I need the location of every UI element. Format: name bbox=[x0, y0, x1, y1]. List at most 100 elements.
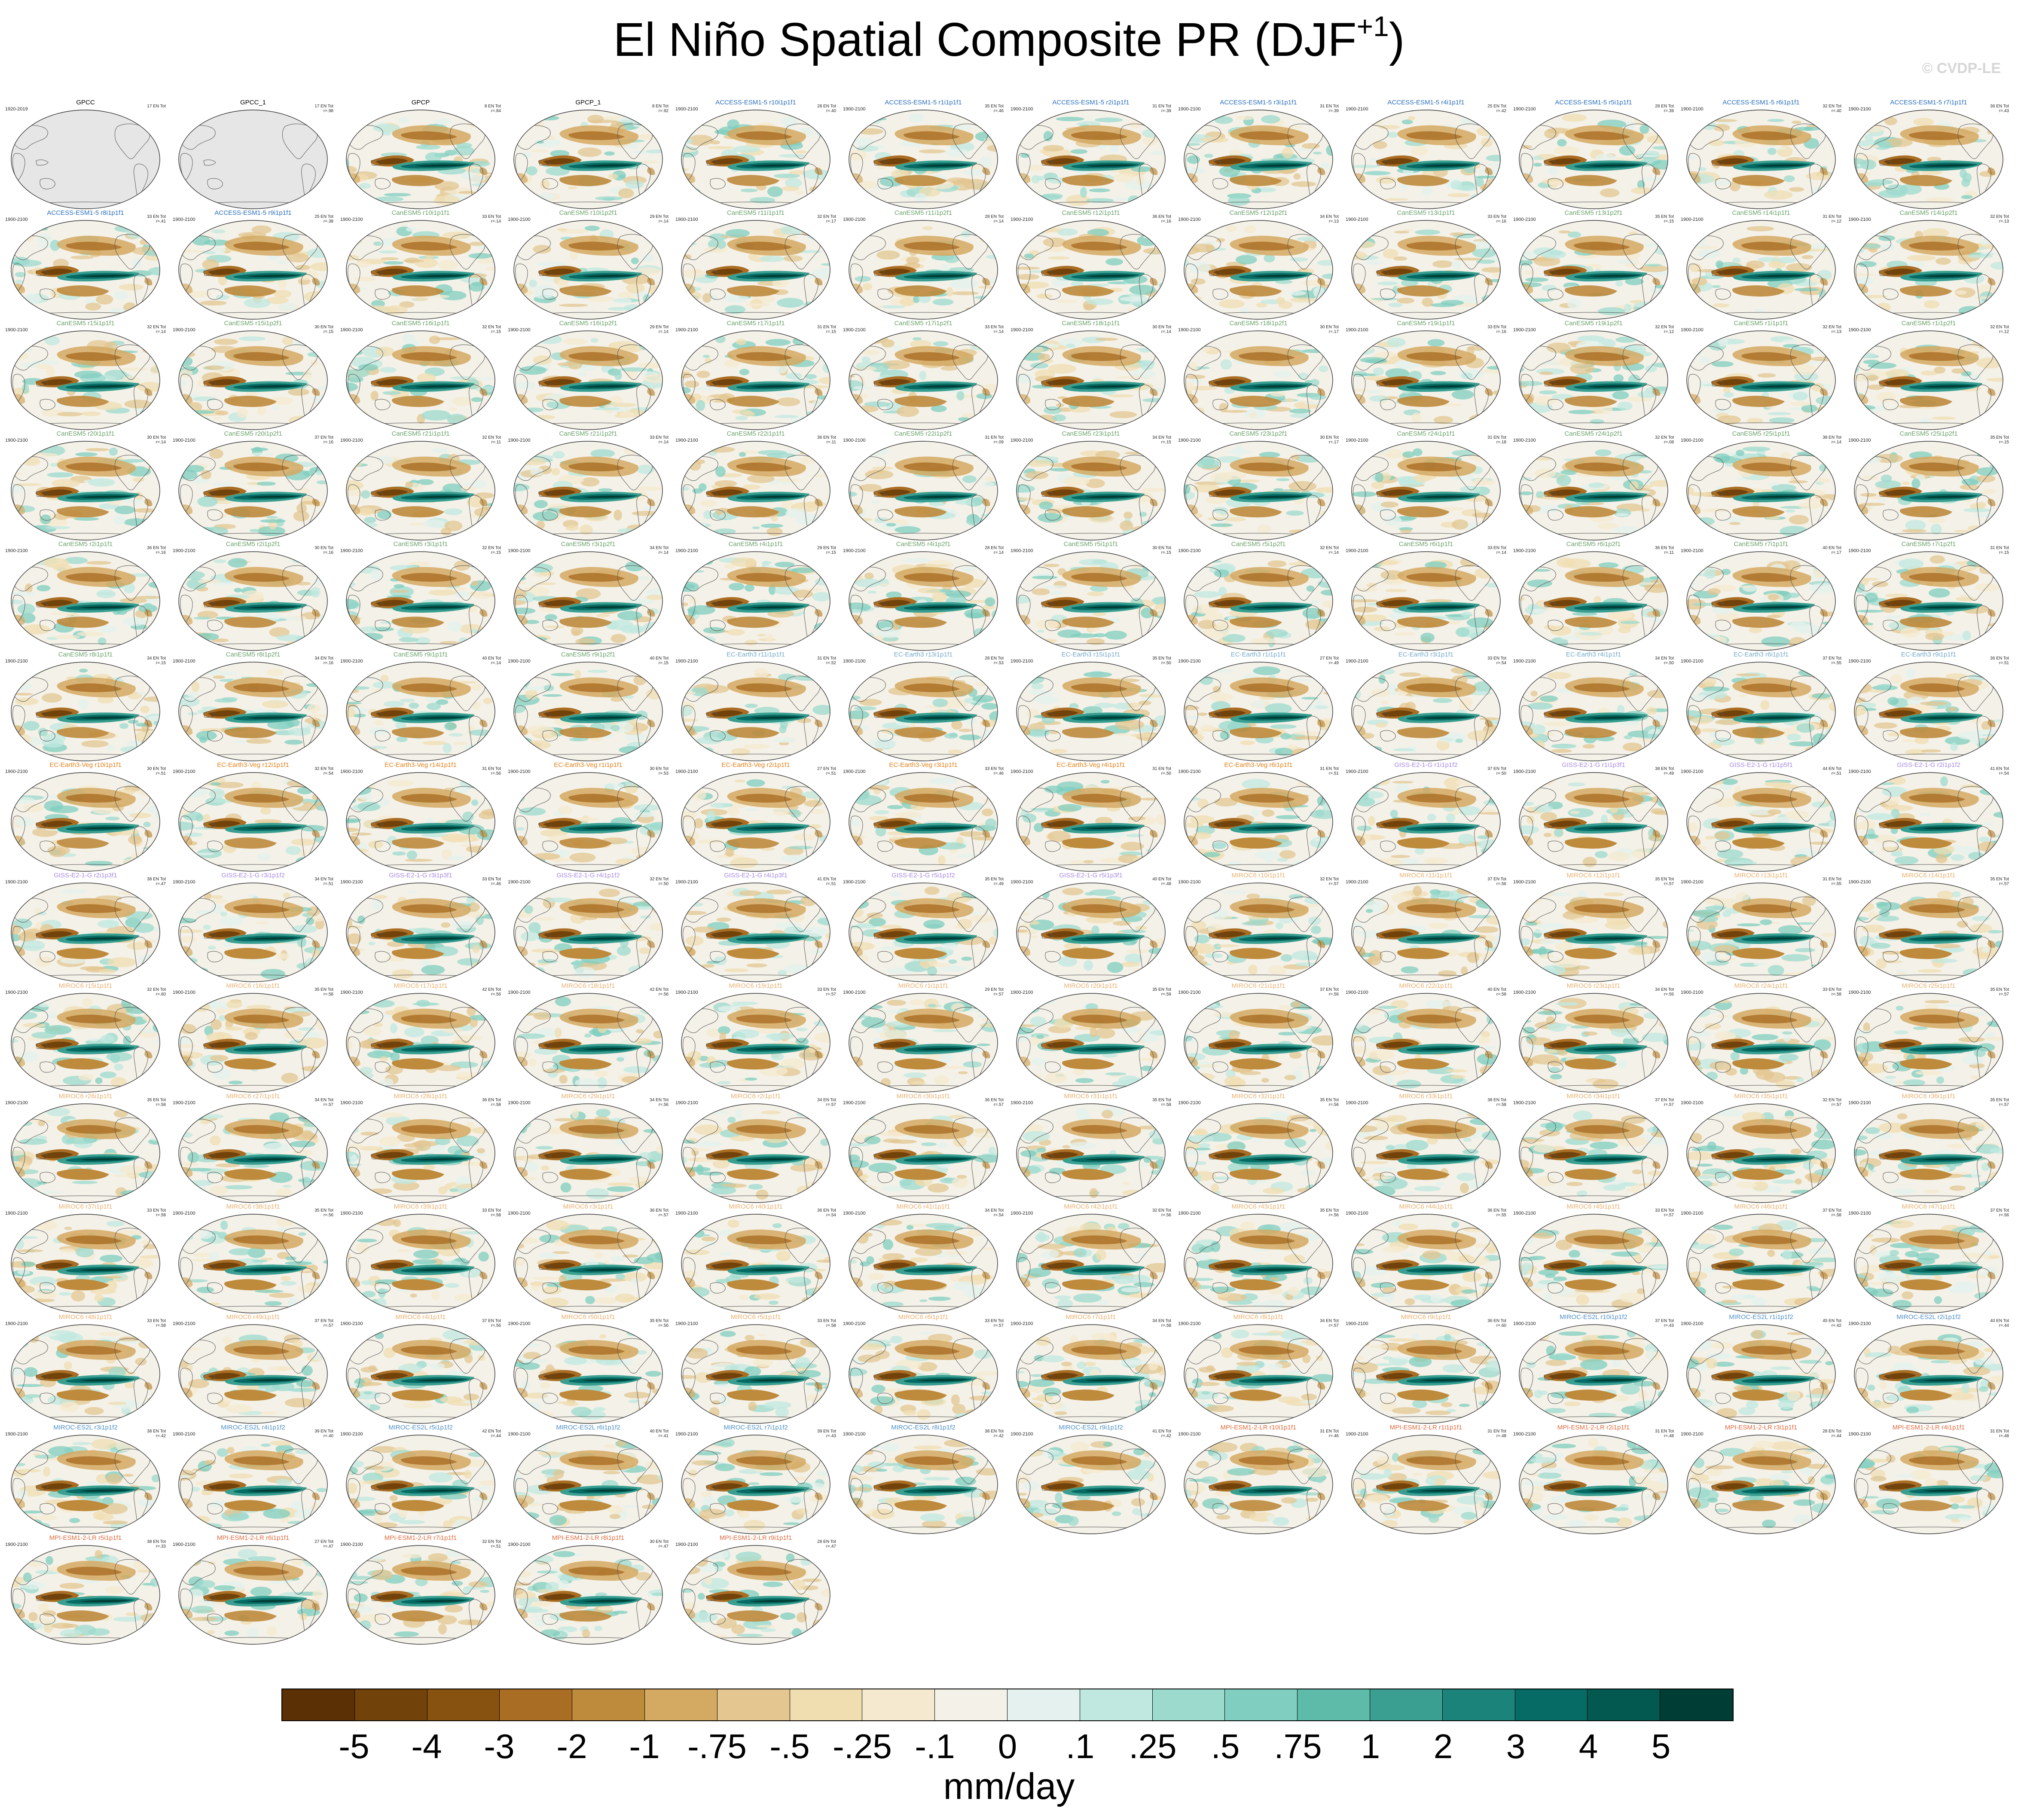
map-panel: CanESM5 r3i1p1f1 1900-2100 32 EN Tot r=.15 bbox=[340, 541, 501, 653]
panel-title: MIROC6 r16i1p1f1 bbox=[226, 982, 280, 989]
composite-map bbox=[513, 1214, 663, 1313]
panel-title: CanESM5 r6i1p2f1 bbox=[1566, 541, 1621, 548]
panel-event-count: 32 EN Tot bbox=[147, 987, 166, 992]
panel-stats: 36 EN Tot r=.51 bbox=[1981, 656, 2009, 666]
panel-years: 1900-2100 bbox=[843, 438, 866, 443]
panel-event-count: 28 EN Tot bbox=[985, 546, 1004, 550]
composite-map bbox=[1686, 1435, 1836, 1534]
panel-years: 1900-2100 bbox=[508, 548, 531, 553]
panel-years: 1900-2100 bbox=[1346, 769, 1368, 774]
composite-map bbox=[1184, 883, 1333, 982]
map-panel: CanESM5 r7i1p2f1 1900-2100 31 EN Tot r=.15 bbox=[1848, 541, 2009, 653]
panel-years: 1900-2100 bbox=[675, 217, 698, 222]
panel-years: 1900-2100 bbox=[1513, 438, 1536, 443]
colorbar-tick-label: .1 bbox=[1065, 1727, 1095, 1765]
panel-event-count: 32 EN Tot bbox=[1990, 214, 2009, 219]
panel-title: CanESM5 r22i1p2f1 bbox=[894, 430, 953, 437]
panel-event-count: 35 EN Tot bbox=[1990, 877, 2009, 882]
panel-pattern-correlation: r=.56 bbox=[323, 1213, 333, 1218]
panel-stats: 34 EN Tot r=.51 bbox=[306, 877, 333, 886]
map-panel: GPCC 1920-2019 17 EN Tot bbox=[5, 99, 166, 211]
composite-map bbox=[513, 1435, 663, 1534]
composite-map bbox=[11, 220, 160, 320]
panel-stats: 36 EN Tot r=.60 bbox=[1479, 1319, 1506, 1328]
panel-years: 1900-2100 bbox=[1178, 327, 1201, 333]
map-panel: CanESM5 r4i1p2f1 1900-2100 28 EN Tot r=.14 bbox=[843, 541, 1004, 653]
composite-map bbox=[11, 110, 160, 209]
panel-event-count: 37 EN Tot bbox=[1655, 1319, 1674, 1323]
panel-stats: 41 EN Tot r=.51 bbox=[809, 877, 836, 886]
panel-stats: 38 EN Tot r=.33 bbox=[138, 1539, 166, 1549]
panel-stats: 17 EN Tot bbox=[138, 104, 166, 109]
panel-stats: 33 EN Tot r=.58 bbox=[809, 1319, 836, 1328]
map-panel: MIROC6 r34i1p1f1 1900-2100 37 EN Tot r=.57 bbox=[1513, 1093, 1674, 1205]
panel-event-count: 31 EN Tot bbox=[1152, 104, 1171, 109]
composite-map bbox=[1016, 551, 1166, 651]
panel-years: 1900-2100 bbox=[508, 1542, 531, 1547]
colorbar-tick-label: -1 bbox=[629, 1727, 660, 1765]
figure-title: El Niño Spatial Composite PR (DJF+1) bbox=[0, 12, 2018, 68]
panel-stats: 35 EN Tot r=.57 bbox=[1981, 1098, 2009, 1107]
panel-years: 1900-2100 bbox=[1346, 659, 1368, 664]
panel-title: CanESM5 r24i1p1f1 bbox=[1397, 430, 1455, 437]
panel-pattern-correlation: r=.57 bbox=[323, 1102, 333, 1107]
panel-title: MIROC6 r37i1p1f1 bbox=[58, 1203, 113, 1210]
composite-map bbox=[1184, 1103, 1333, 1203]
colorbar-swatch bbox=[1152, 1689, 1225, 1720]
panel-stats: 35 EN Tot r=.56 bbox=[306, 1208, 333, 1218]
panel-event-count: 36 EN Tot bbox=[817, 435, 836, 440]
panel-event-count: 36 EN Tot bbox=[1487, 1208, 1506, 1213]
panel-pattern-correlation: r=.16 bbox=[1496, 219, 1506, 224]
panel-title: MIROC-ES2L r3i1p1f2 bbox=[53, 1424, 118, 1431]
panel-years: 1900-2100 bbox=[1011, 1100, 1033, 1105]
panel-event-count: 29 EN Tot bbox=[650, 325, 669, 330]
panel-years: 1900-2100 bbox=[675, 327, 698, 333]
panel-event-count: 25 EN Tot bbox=[314, 214, 333, 219]
panel-stats: 32 EN Tot r=.08 bbox=[1646, 435, 1674, 445]
composite-map bbox=[11, 1435, 160, 1534]
colorbar-swatch bbox=[1660, 1689, 1733, 1720]
panel-pattern-correlation: r=.57 bbox=[1831, 1102, 1841, 1107]
panel-event-count: 35 EN Tot bbox=[1655, 214, 1674, 219]
panel-pattern-correlation: r=.15 bbox=[826, 550, 836, 555]
panel-title: ACCESS-ESM1-5 r1i1p1f1 bbox=[885, 99, 962, 106]
panel-stats: 35 EN Tot r=.49 bbox=[976, 877, 1004, 886]
panel-title: CanESM5 r17i1p1f1 bbox=[727, 320, 785, 327]
panel-title: MPI-ESM1-2-LR r2i1p1f1 bbox=[1557, 1424, 1630, 1431]
composite-map bbox=[346, 330, 495, 430]
panel-stats: 34 EN Tot r=.13 bbox=[1311, 214, 1339, 224]
colorbar-tick-label: .75 bbox=[1274, 1727, 1322, 1765]
map-panel: CanESM5 r5i1p2f1 1900-2100 32 EN Tot r=.14 bbox=[1178, 541, 1339, 653]
panel-stats: 28 EN Tot r=.39 bbox=[1646, 104, 1674, 113]
panel-event-count: 42 EN Tot bbox=[482, 1429, 501, 1434]
panel-title: MIROC6 r29i1p1f1 bbox=[561, 1093, 615, 1100]
panel-stats: 38 EN Tot r=.42 bbox=[138, 1429, 166, 1438]
panel-title: CanESM5 r2i1p2f1 bbox=[226, 541, 281, 548]
map-panel: MIROC6 r33i1p1f1 1900-2100 38 EN Tot r=.58 bbox=[1346, 1093, 1506, 1205]
panel-stats: 32 EN Tot r=.17 bbox=[809, 214, 836, 224]
panel-title: MIROC6 r49i1p1f1 bbox=[226, 1313, 280, 1321]
composite-map bbox=[1519, 772, 1668, 872]
colorbar-swatch bbox=[427, 1689, 500, 1720]
map-panel: MIROC6 r23i1p1f1 1900-2100 34 EN Tot r=.56 bbox=[1513, 982, 1674, 1095]
map-panel: CanESM5 r20i1p1f1 1900-2100 30 EN Tot r=.14 bbox=[5, 430, 166, 543]
panel-event-count: 30 EN Tot bbox=[1152, 325, 1171, 330]
panel-title: MIROC6 r22i1p1f1 bbox=[1399, 982, 1453, 989]
panel-pattern-correlation: r=.57 bbox=[1664, 1102, 1674, 1107]
panel-years: 1900-2100 bbox=[340, 659, 363, 664]
map-panel: CanESM5 r25i1p2f1 1900-2100 35 EN Tot r=.15 bbox=[1848, 430, 2009, 543]
panel-years: 1900-2100 bbox=[508, 327, 531, 333]
panel-event-count: 32 EN Tot bbox=[1655, 435, 1674, 440]
panel-title: GISS-E2-1-G r4i1p3f1 bbox=[724, 872, 788, 879]
panel-event-count: 37 EN Tot bbox=[1487, 877, 1506, 882]
panel-event-count: 30 EN Tot bbox=[1320, 435, 1339, 440]
colorbar-swatch bbox=[1515, 1689, 1588, 1720]
panel-pattern-correlation: r=.15 bbox=[1999, 440, 2009, 445]
panel-stats: 37 EN Tot r=.56 bbox=[1981, 1208, 2009, 1218]
panel-title: MIROC6 r34i1p1f1 bbox=[1566, 1093, 1621, 1100]
panel-title: ACCESS-ESM1-5 r7i1p1f1 bbox=[1890, 99, 1967, 106]
map-panel: ACCESS-ESM1-5 r8i1p1f1 1900-2100 33 EN Tot… bbox=[5, 209, 166, 322]
panel-pattern-correlation: r=.58 bbox=[1161, 1323, 1171, 1328]
panel-pattern-correlation: r=.58 bbox=[1496, 992, 1506, 997]
panel-years: 1900-2100 bbox=[675, 1100, 698, 1105]
